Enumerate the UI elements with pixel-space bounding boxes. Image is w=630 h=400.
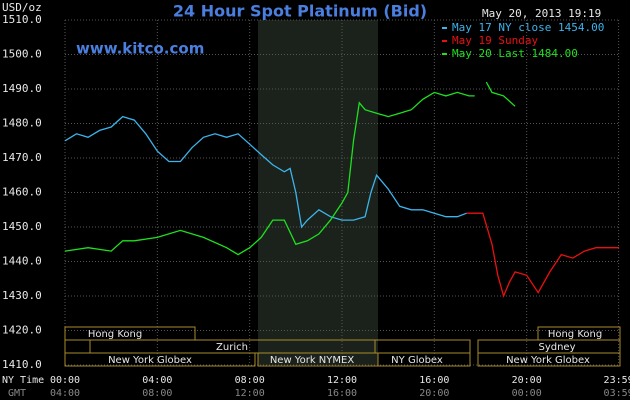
y-tick-label: 1490.0 [2,82,42,95]
session-label: Hong Kong [548,329,602,340]
x-axis-label: NY Time [2,375,44,386]
y-tick-label: 1510.0 [2,13,42,26]
session-label: NY Globex [391,355,443,366]
session-label: New York Globex [506,355,590,366]
series-line [64,81,516,256]
session-box [64,352,256,367]
legend-label: May 19 Sunday [452,34,538,47]
y-tick-label: 1440.0 [2,255,42,268]
x2-tick-label: 00:00 [512,388,542,399]
x-tick-label: 23:59 [604,375,630,386]
grid [64,19,620,366]
x2-tick-label: 04:00 [50,388,80,399]
y-axis-label: USD/oz [2,1,42,14]
y-tick-label: 1480.0 [2,117,42,130]
x2-tick-label: 16:00 [327,388,357,399]
session-label: New York Globex [108,355,192,366]
x2-axis-label: GMT [8,388,26,399]
x2-tick-label: 20:00 [419,388,449,399]
session-label: New York NYMEX [270,355,355,366]
x-tick-label: 16:00 [419,375,449,386]
y-tick-label: 1420.0 [2,324,42,337]
x-tick-label: 00:00 [50,375,80,386]
x2-tick-label: 12:00 [235,388,265,399]
session-label: Zurich [216,342,248,353]
source: www.kitco.com [76,40,204,58]
timestamp: May 20, 2013 19:19 [482,7,601,20]
session-box [377,352,471,367]
sessions: Hong Kong Hong Kong Zurich Sydney New Yo… [64,326,621,367]
y-tick-label: 1500.0 [2,48,42,61]
x2-tick-label: 03:59 [604,388,630,399]
x-tick-label: 20:00 [512,375,542,386]
session-label: Hong Kong [88,329,142,340]
session-box [477,352,621,367]
y-tick-label: 1450.0 [2,220,42,233]
session-label: Sydney [538,342,575,353]
x-tick-label: 04:00 [142,375,172,386]
x-tick-label: 12:00 [327,375,357,386]
x-tick-label: 08:00 [235,375,265,386]
x2-tick-label: 08:00 [142,388,172,399]
legend-label: May 20 Last 1484.00 [452,47,578,60]
y-tick-label: 1470.0 [2,151,42,164]
y-tick-label: 1430.0 [2,289,42,302]
chart-title: 24 Hour Spot Platinum (Bid) [173,2,427,21]
legend-label: May 17 NY close 1454.00 [452,21,604,34]
lines [64,81,619,298]
y-tick-label: 1410.0 [2,358,42,371]
y-tick-label: 1460.0 [2,186,42,199]
series-line [64,115,467,229]
series-line [466,212,619,298]
